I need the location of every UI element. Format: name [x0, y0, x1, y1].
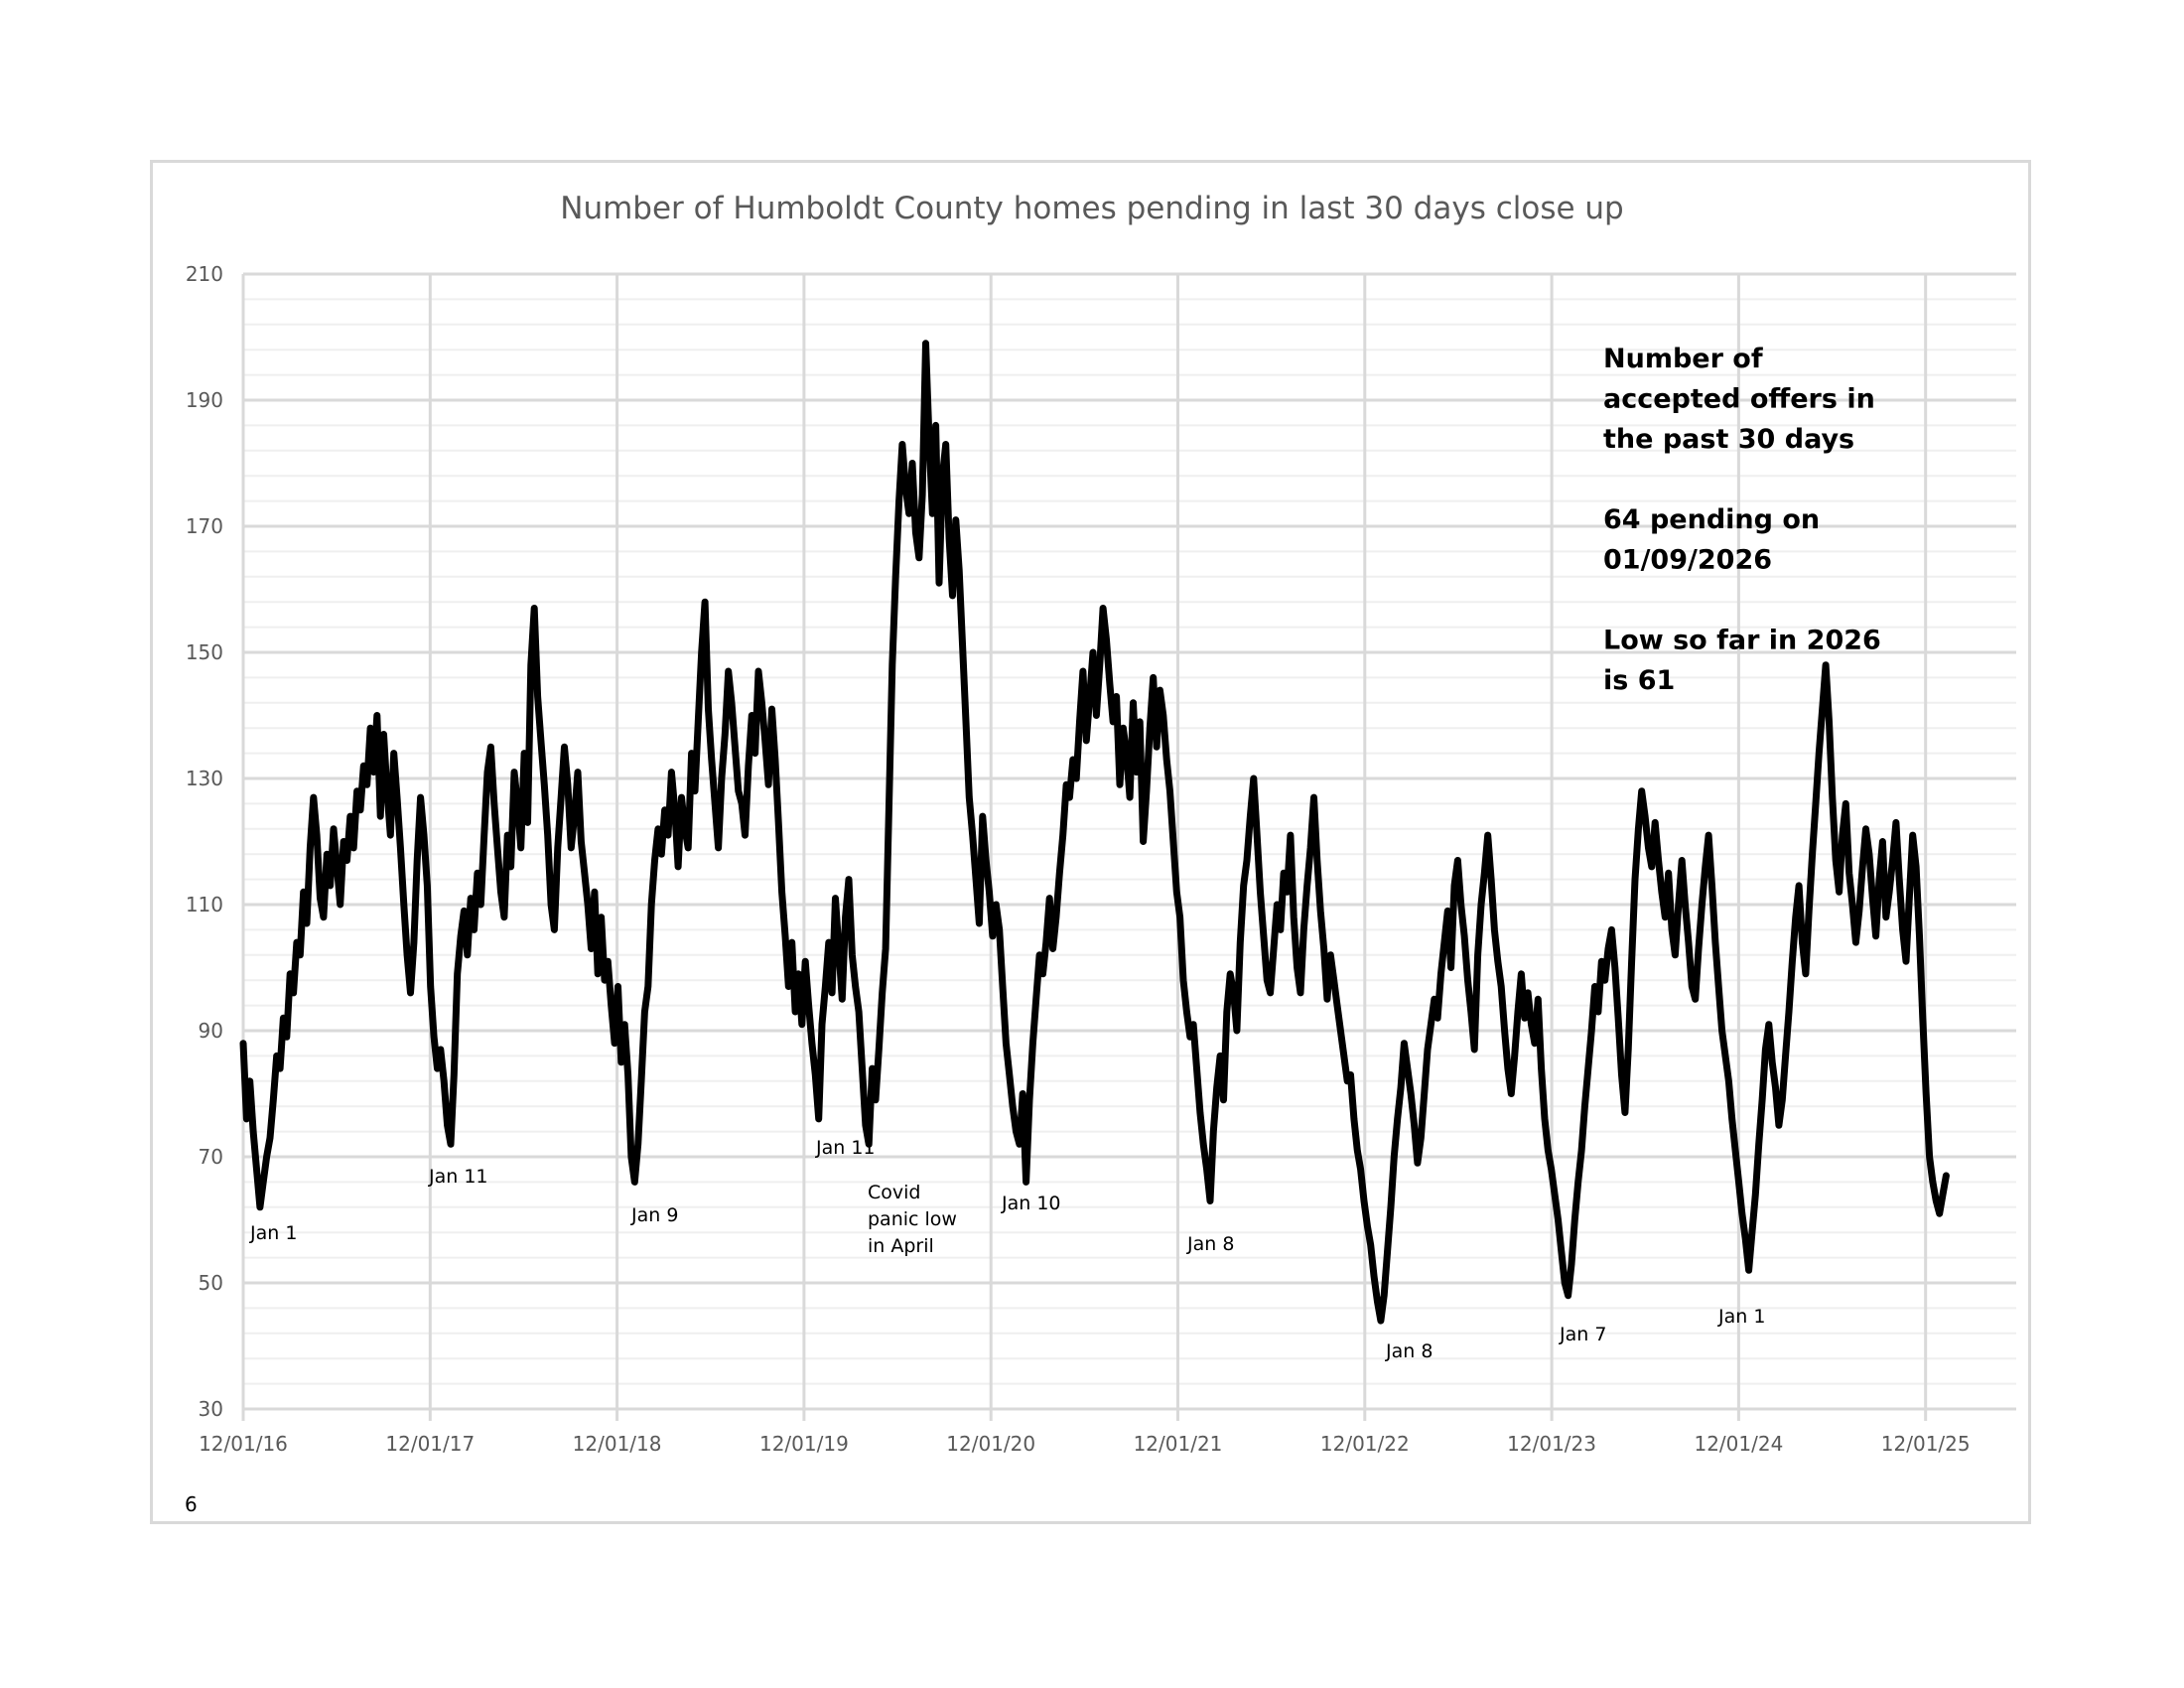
y-tick-label: 170: [186, 514, 223, 538]
y-tick-label: 70: [199, 1145, 223, 1169]
annotation-label: Jan 7: [1559, 1324, 1606, 1345]
note-box: Number of accepted offers in the past 30 d…: [1603, 344, 1881, 696]
note-line: the past 30 days: [1603, 424, 1854, 455]
x-tick-label: 12/01/16: [199, 1432, 288, 1456]
x-tick-label: 12/01/25: [1881, 1432, 1971, 1456]
annotation-label: Jan 11: [815, 1137, 876, 1159]
page-number: 6: [185, 1492, 198, 1516]
annotation-label: Jan 8: [1186, 1233, 1234, 1255]
note-line: Low so far in 2026: [1603, 626, 1881, 656]
annotation-label: Jan 11: [428, 1166, 488, 1188]
x-tick-label: 12/01/17: [385, 1432, 475, 1456]
y-axis-tick-labels: 30 50 70 90 110 130 150 170 190 210: [186, 262, 223, 1421]
note-line: 01/09/2026: [1603, 545, 1772, 576]
annotation-label: Jan 10: [1001, 1193, 1061, 1214]
chart-title: Number of Humboldt County homes pending …: [560, 191, 1623, 226]
note-line: Number of: [1603, 344, 1763, 374]
y-tick-label: 90: [199, 1019, 223, 1043]
annotation-label: Jan 9: [630, 1204, 678, 1226]
annotation-label: Jan 1: [1717, 1306, 1765, 1328]
vertical-gridlines: [241, 274, 1928, 1421]
annotation-label: panic low: [868, 1208, 957, 1230]
series-line-pending: [239, 340, 1950, 1325]
note-line: 64 pending on: [1603, 504, 1820, 535]
y-tick-label: 190: [186, 388, 223, 412]
x-axis-tick-labels: 12/01/16 12/01/17 12/01/18 12/01/19 12/01/20…: [199, 1432, 1971, 1456]
y-tick-label: 130: [186, 767, 223, 790]
y-tick-label: 210: [186, 262, 223, 286]
y-tick-label: 150: [186, 640, 223, 664]
x-tick-label: 12/01/24: [1694, 1432, 1783, 1456]
annotation-label: Jan 8: [1385, 1340, 1433, 1362]
chart-frame: [150, 160, 2031, 1524]
y-tick-label: 30: [199, 1397, 223, 1421]
major-gridlines: [243, 272, 2016, 1411]
x-tick-label: 12/01/18: [573, 1432, 662, 1456]
x-tick-label: 12/01/22: [1320, 1432, 1410, 1456]
x-tick-label: 12/01/23: [1507, 1432, 1596, 1456]
annotation-label: Covid: [868, 1182, 920, 1203]
annotations: Jan 1 Jan 11 Jan 9 Jan 11 Covid panic low in A…: [249, 1137, 1765, 1362]
x-tick-label: 12/01/20: [946, 1432, 1035, 1456]
annotation-label: Jan 1: [249, 1222, 297, 1244]
y-tick-label: 50: [199, 1271, 223, 1295]
x-tick-label: 12/01/21: [1134, 1432, 1223, 1456]
y-tick-label: 110: [186, 893, 223, 916]
note-line: is 61: [1603, 665, 1675, 696]
x-tick-label: 12/01/19: [759, 1432, 849, 1456]
note-line: accepted offers in: [1603, 384, 1875, 415]
annotation-label: in April: [868, 1235, 934, 1257]
